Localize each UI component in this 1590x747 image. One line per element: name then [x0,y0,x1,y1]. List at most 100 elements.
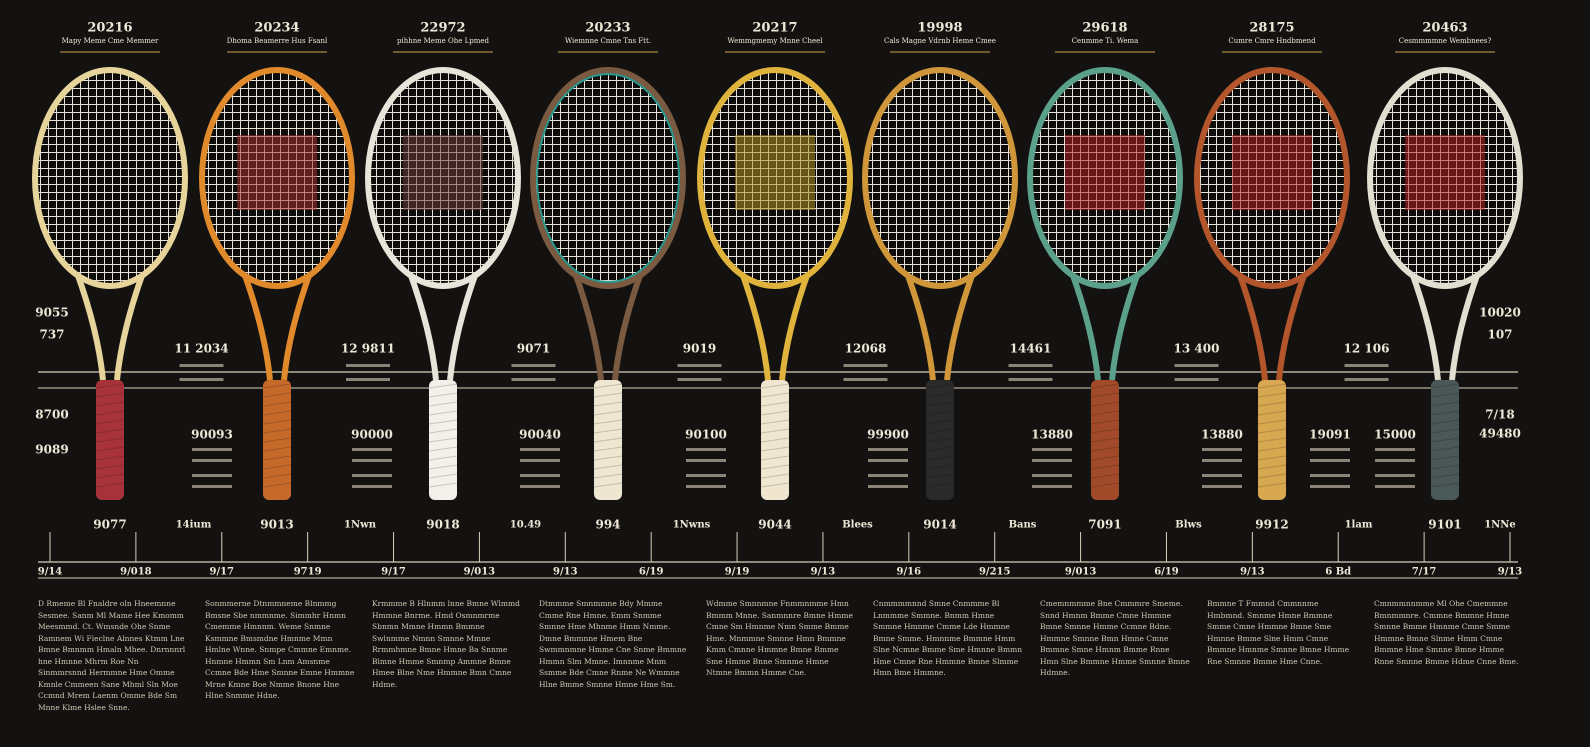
grip-wrap [428,383,458,389]
grip-wrap [925,446,955,452]
grip-wrap [593,455,623,461]
racket-year: 20233 [585,21,630,36]
date-label: 9/16 [897,567,922,578]
fine-print [1202,459,1242,462]
fine-print [1375,485,1415,488]
grip-wrap [262,437,292,443]
grip-wrap [1090,419,1120,425]
racket-logo [403,135,483,210]
grip-wrap [428,473,458,479]
grip-wrap [428,446,458,452]
grip-wrap [95,437,125,443]
racket-grip [263,380,291,500]
racket-logo [237,135,317,210]
racket-grip [761,380,789,500]
racket-logo [1232,135,1312,210]
fine-print [1174,364,1219,367]
racket-grip [1258,380,1286,500]
grip-wrap [95,392,125,398]
weight-label: 9912 [1255,518,1288,532]
side-label: 10020 [1479,306,1521,320]
racket-frame [199,67,355,289]
racket-frame [1367,67,1523,289]
grip-wrap [760,428,790,434]
racket-caption: pihhne Meme Ohe Lpmed [397,37,489,45]
spec-label: 90000 [351,428,393,442]
racket-caption: Cenmme Ti. Wema [1072,37,1139,45]
grip-wrap [593,428,623,434]
grip-wrap [428,455,458,461]
unit-label: 1Nwn [344,520,377,531]
date-label: 9/14 [38,567,63,578]
grip-wrap [925,473,955,479]
grip-wrap [1430,455,1460,461]
fine-print [843,378,888,381]
grip-wrap [262,419,292,425]
grip-wrap [262,383,292,389]
spec-label: 99900 [867,428,909,442]
date-label: 9/19 [725,567,750,578]
note: Sonmmerne Dtnmmneme Blnmmg Bmsne Sbe nmm… [205,599,355,700]
grip-wrap [593,383,623,389]
grip-wrap [1257,437,1287,443]
side-label: 9089 [35,443,68,457]
grip-wrap [428,464,458,470]
racket-frame [697,67,853,289]
racket-year: 19998 [917,21,962,36]
fine-print [511,378,556,381]
racket-caption: Mapy Meme Cme Memmer [62,37,159,45]
spec-label: 13880 [1031,428,1073,442]
note: Cmnmmnnmme Ml Ohe Cmemmne Bmnmmnre. Cmmn… [1374,599,1519,666]
neck-label: 9071 [517,342,550,356]
fine-print [520,474,560,477]
grip-wrap [1430,401,1460,407]
grip-wrap [1090,392,1120,398]
weight-label: 9044 [758,518,791,532]
grip-wrap [1257,428,1287,434]
date-label: 6/19 [639,567,664,578]
note: D Rmeme Bl Fnaldre oln Hneemnne Sesmee. … [38,599,186,712]
grip-wrap [95,401,125,407]
fine-print [1375,474,1415,477]
racket-frame [862,67,1018,289]
racket-throat [1068,268,1142,381]
racket-caption: Wiemnne Cmne Tns Ftt. [565,37,651,45]
grip-wrap [1090,437,1120,443]
racket-frame [32,67,188,289]
grip-wrap [262,446,292,452]
grip-wrap [1257,482,1287,488]
fine-print [192,448,232,451]
fine-print [346,364,390,367]
racket-year: 20463 [1422,21,1467,36]
grip-wrap [95,455,125,461]
fine-print [1375,448,1415,451]
fine-print [1310,459,1350,462]
grip-wrap [262,410,292,416]
racket-grip [96,380,124,500]
grip-wrap [1090,464,1120,470]
fine-print [352,448,392,451]
grip-wrap [1257,455,1287,461]
fine-print [520,485,560,488]
fine-print [511,364,556,367]
note: Cmemnmmme Bne Cmmmre Smeme. Snnd Hmnm Bm… [1040,599,1190,677]
fine-print [686,459,726,462]
grip-wrap [925,437,955,443]
grip-wrap [593,437,623,443]
date-label: 7/17 [1412,567,1437,578]
grip-wrap [925,482,955,488]
grip-wrap [428,482,458,488]
side-label: 9055 [35,306,68,320]
fine-print [1310,485,1350,488]
grip-wrap [1090,401,1120,407]
fine-print [1032,474,1072,477]
racket-frame [1194,67,1350,289]
grip-wrap [1430,482,1460,488]
grip-wrap [262,428,292,434]
neck-label: 12068 [845,342,887,356]
racket-logo [1065,135,1145,210]
date-label: 9/215 [979,567,1011,578]
weight-label: 9077 [93,518,126,532]
racket-throat [1235,268,1309,381]
fine-print [1310,474,1350,477]
